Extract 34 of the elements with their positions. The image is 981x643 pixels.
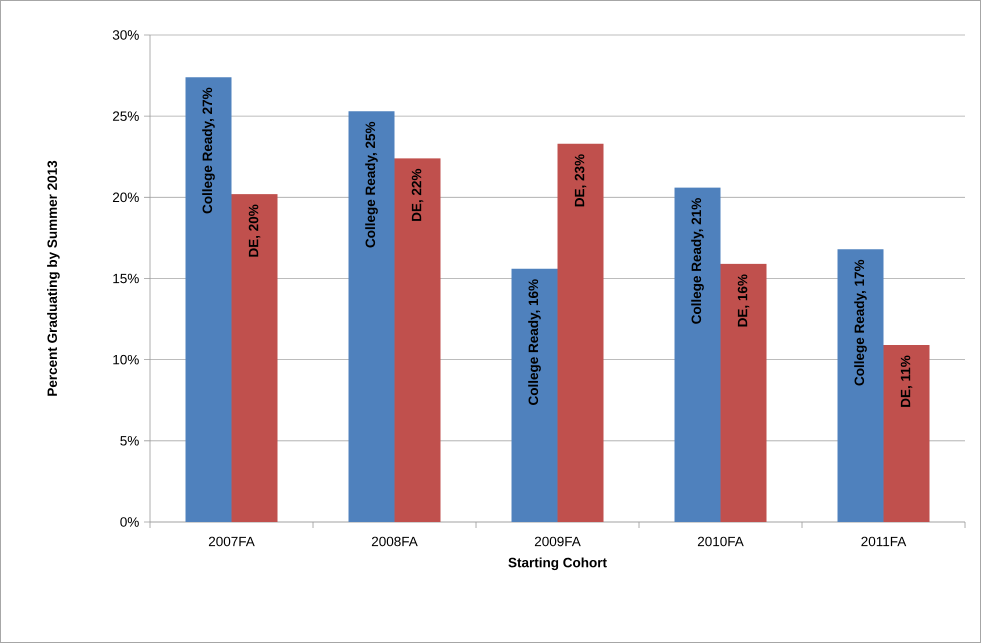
bar [838,249,884,522]
bar [720,264,767,522]
y-tick-label: 20% [112,192,139,202]
x-tick-label: 2009FA [534,536,581,546]
data-label: DE, 23% [574,154,586,206]
bar [558,144,604,522]
data-label: College Ready, 17% [854,260,867,386]
data-label: DE, 20% [248,204,260,257]
x-tick-label: 2007FA [208,536,255,546]
bar [674,188,721,522]
bar [232,194,278,522]
y-tick-label: 5% [120,436,139,446]
y-tick-label: 0% [120,517,139,527]
data-label: DE, 11% [900,356,912,407]
x-tick-label: 2010FA [698,536,744,546]
y-tick-label: 30% [112,30,139,40]
data-label: College Ready, 16% [528,279,541,405]
data-label: College Ready, 25% [365,122,378,248]
bar [186,77,232,522]
x-tick-label: 2008FA [372,536,418,546]
bar [512,268,558,522]
data-label: College Ready, 27% [202,88,215,214]
data-label: DE, 22% [412,168,424,221]
data-label: College Ready, 21% [691,198,704,324]
y-axis-title: Percent Graduating by Summer 2013 [47,160,60,396]
bar [884,345,930,522]
y-tick-label: 10% [113,354,139,364]
x-axis-title: Starting Cohort [508,557,607,570]
data-label: DE, 16% [738,274,750,326]
y-tick-label: 25% [112,111,139,121]
x-tick-label: 2011FA [861,536,906,546]
bar [394,158,441,522]
y-tick-label: 15% [113,274,139,284]
bar [348,111,395,522]
